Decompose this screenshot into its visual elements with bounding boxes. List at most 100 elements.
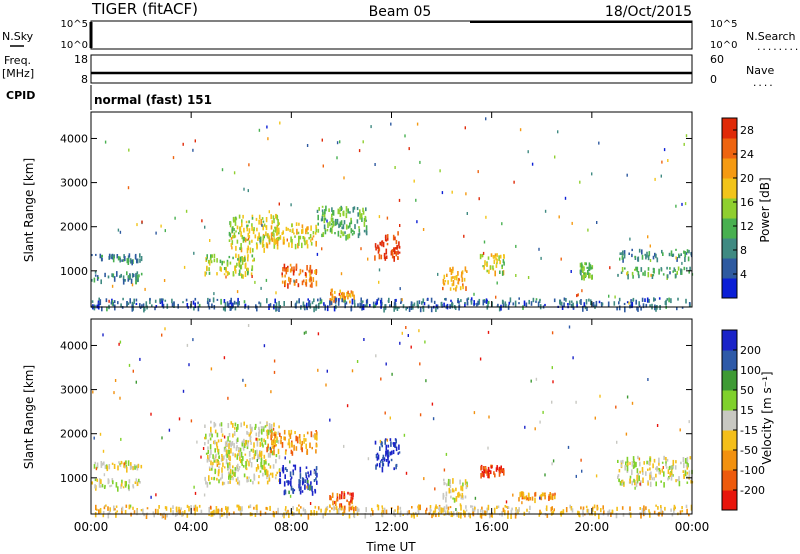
echo-cell: [363, 229, 366, 233]
echo-cell: [528, 493, 530, 499]
echo-cell: [595, 300, 598, 307]
echo-cell: [638, 475, 640, 482]
echo-cell: [307, 232, 309, 235]
echo-cell: [216, 272, 218, 276]
echo-cell: [291, 238, 293, 245]
echo-cell: [208, 271, 211, 275]
echo-cell: [299, 466, 302, 473]
echo-cell: [518, 297, 520, 300]
echo-cell: [253, 506, 255, 510]
echo-cell: [635, 461, 637, 468]
echo-cell: [485, 117, 487, 121]
echo-cell: [273, 438, 276, 444]
echo-cell: [225, 458, 228, 465]
echo-cell: [426, 507, 428, 511]
echo-cell: [622, 459, 624, 464]
echo-cell: [462, 285, 464, 290]
echo-cell: [212, 461, 214, 466]
echo-cell: [598, 141, 600, 145]
echo-cell: [680, 268, 682, 273]
echo-cell: [317, 228, 320, 233]
echo-cell: [232, 476, 234, 481]
echo-cell: [686, 249, 689, 254]
echo-cell: [486, 263, 488, 267]
echo-cell: [670, 475, 673, 481]
echo-cell: [496, 505, 498, 509]
echo-cell: [237, 303, 239, 308]
echo-cell: [641, 467, 644, 473]
echo-cell: [107, 512, 110, 519]
echo-cell: [180, 507, 182, 510]
power-colorbar-segment: [722, 258, 737, 279]
echo-cell: [643, 461, 645, 465]
echo-cell: [531, 162, 534, 166]
echo-cell: [350, 306, 352, 312]
echo-cell: [361, 216, 363, 222]
echo-cell: [273, 449, 275, 456]
echo-cell: [335, 221, 338, 226]
echo-cell: [640, 306, 642, 311]
echo-cell: [359, 214, 361, 220]
echo-cell: [236, 225, 239, 230]
echo-cell: [658, 470, 660, 475]
echo-cell: [528, 511, 531, 514]
echo-cell: [354, 505, 357, 512]
echo-cell: [686, 508, 688, 515]
echo-cell: [328, 208, 330, 212]
echo-cell: [686, 481, 689, 484]
echo-cell: [392, 442, 395, 445]
echo-cell: [292, 471, 295, 476]
echo-cell: [319, 301, 321, 305]
echo-cell: [256, 305, 258, 312]
echo-cell: [530, 379, 532, 383]
echo-cell: [121, 479, 123, 484]
echo-cell: [647, 254, 650, 261]
echo-cell: [348, 513, 351, 519]
echo-cell: [231, 475, 234, 478]
echo-cell: [258, 301, 260, 305]
echo-cell: [305, 228, 307, 235]
echo-cell: [342, 295, 344, 299]
echo-cell: [660, 506, 662, 513]
echo-cell: [240, 422, 242, 428]
echo-cell: [314, 505, 317, 509]
echo-cell: [397, 231, 399, 236]
echo-cell: [236, 262, 238, 267]
echo-cell: [529, 505, 531, 511]
echo-cell: [290, 203, 292, 207]
echo-cell: [249, 479, 252, 482]
echo-cell: [164, 513, 167, 520]
echo-cell: [443, 478, 445, 482]
echo-cell: [466, 484, 469, 487]
echo-cell: [642, 272, 644, 276]
echo-cell: [389, 451, 392, 456]
echo-cell: [259, 302, 262, 307]
echo-cell: [642, 510, 645, 517]
echo-cell: [136, 274, 138, 280]
echo-cell: [99, 485, 102, 488]
echo-cell: [207, 449, 210, 454]
echo-cell: [617, 474, 620, 477]
echo-cell: [589, 273, 591, 279]
echo-cell: [334, 297, 337, 304]
echo-cell: [603, 510, 605, 515]
echo-cell: [442, 286, 444, 291]
echo-cell: [343, 496, 346, 499]
echo-cell: [394, 302, 397, 306]
echo-cell: [554, 494, 556, 500]
echo-cell: [320, 299, 323, 304]
echo-cell: [104, 272, 106, 278]
echo-cell: [248, 228, 251, 234]
echo-cell: [629, 461, 631, 465]
echo-cell: [667, 159, 669, 162]
echo-cell: [633, 458, 635, 463]
echo-cell: [502, 507, 505, 513]
echo-cell: [309, 303, 312, 309]
echo-cell: [94, 484, 96, 489]
echo-cell: [111, 462, 114, 465]
echo-cell: [531, 496, 534, 501]
echo-cell: [442, 507, 444, 513]
echo-cell: [292, 469, 294, 473]
echo-cell: [585, 505, 588, 508]
echo-cell: [617, 459, 619, 463]
